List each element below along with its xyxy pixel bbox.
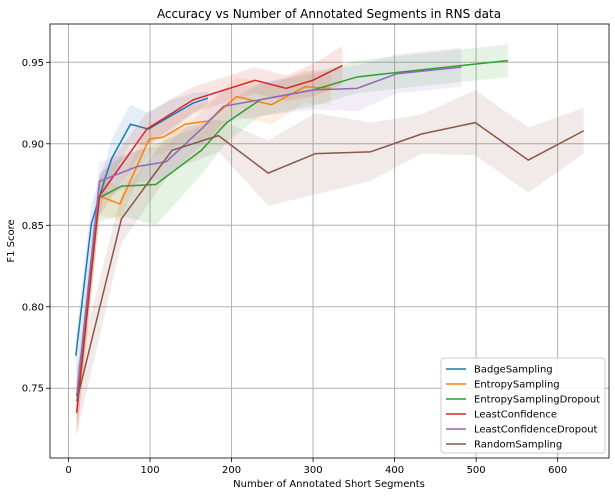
x-tick-label: 500 bbox=[467, 465, 486, 476]
y-tick-label: 0.75 bbox=[22, 384, 44, 395]
y-tick-label: 0.90 bbox=[22, 139, 44, 150]
confidence-band bbox=[76, 46, 343, 438]
confidence-band bbox=[76, 90, 584, 434]
legend-label: EntropySamplingDropout bbox=[474, 395, 600, 406]
grid bbox=[50, 24, 609, 458]
chart-title: Accuracy vs Number of Annotated Segments… bbox=[157, 7, 501, 21]
y-tick-label: 0.95 bbox=[22, 58, 44, 69]
x-tick-label: 300 bbox=[304, 465, 323, 476]
series-line bbox=[75, 121, 585, 402]
confidence-bands bbox=[75, 44, 584, 438]
x-tick-label: 0 bbox=[65, 465, 71, 476]
axis-ticks: 0 100 200 300 400 500 600 0.75 0.80 0.85 0.90 0.95 bbox=[22, 58, 567, 476]
y-tick-label: 0.80 bbox=[22, 302, 44, 313]
x-tick-label: 200 bbox=[222, 465, 241, 476]
legend-label: LeastConfidenceDropout bbox=[474, 425, 598, 436]
legend-label: BadgeSampling bbox=[474, 365, 553, 376]
x-tick-label: 600 bbox=[548, 465, 567, 476]
confidence-band bbox=[76, 70, 332, 438]
series-lines bbox=[75, 59, 585, 413]
series-line bbox=[75, 64, 343, 413]
confidence-band bbox=[76, 44, 508, 421]
legend-label: EntropySampling bbox=[474, 380, 560, 391]
series-line bbox=[75, 59, 508, 397]
y-axis-label: F1 Score bbox=[6, 219, 17, 262]
x-axis-label: Number of Annotated Short Segments bbox=[233, 479, 425, 490]
plot-frame bbox=[49, 23, 610, 459]
series-line bbox=[75, 85, 332, 413]
legend-box bbox=[440, 357, 606, 454]
x-tick-label: 400 bbox=[385, 465, 404, 476]
series-line bbox=[75, 66, 462, 397]
x-tick-label: 100 bbox=[140, 465, 159, 476]
y-tick-label: 0.85 bbox=[22, 221, 44, 232]
legend-label: LeastConfidence bbox=[474, 410, 557, 421]
legend-label: RandomSampling bbox=[474, 440, 562, 451]
confidence-band bbox=[75, 91, 208, 376]
legend: BadgeSampling EntropySampling EntropySampl… bbox=[440, 357, 606, 454]
confidence-band bbox=[76, 47, 462, 421]
